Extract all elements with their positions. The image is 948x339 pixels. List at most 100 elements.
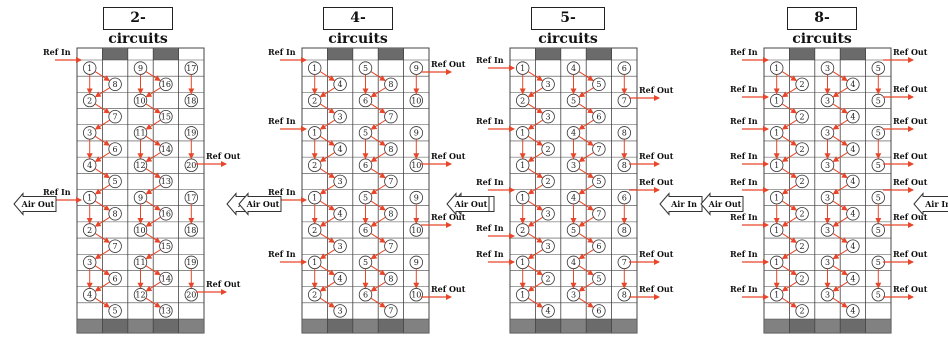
- tube-number: 4: [571, 64, 576, 73]
- tube-number: 10: [135, 226, 145, 235]
- tube-circle: [308, 190, 322, 205]
- tube-circle: [566, 61, 581, 75]
- ref-in-label: Ref In: [730, 249, 758, 259]
- tube-circle: [592, 239, 606, 253]
- tube-number: 3: [546, 210, 551, 219]
- refrigerant-arrow: [94, 281, 110, 292]
- tube-circle: [108, 142, 122, 156]
- refrigerant-arrow: [781, 103, 798, 114]
- tube-number: 4: [850, 210, 855, 219]
- tube-circle: [846, 239, 860, 253]
- tube-number: 8: [622, 129, 627, 138]
- tube-number: 5: [363, 64, 368, 73]
- header-block: [764, 319, 790, 333]
- refrigerant-arrow: [781, 249, 797, 260]
- tube-number: 2: [312, 291, 317, 300]
- tube-number: 16: [161, 210, 171, 219]
- refrigerant-arrow: [94, 184, 110, 195]
- tube-circle: [541, 174, 555, 189]
- tube-number: 1: [774, 129, 779, 138]
- refrigerant-arrow: [319, 265, 336, 276]
- tube-circle: [133, 61, 148, 75]
- tube-circle: [108, 207, 122, 221]
- refrigerant-arrow: [145, 297, 161, 308]
- ref-in-label: Ref In: [476, 223, 504, 233]
- refrigerant-arrow: [370, 297, 386, 308]
- refrigerant-arrow: [370, 103, 386, 114]
- tube-number: 4: [850, 80, 855, 89]
- tube-number: 3: [571, 291, 576, 300]
- refrigerant-arrow: [578, 200, 594, 211]
- tube-number: 2: [800, 307, 805, 316]
- refrigerant-arrow: [832, 281, 848, 292]
- tube-circle: [592, 142, 606, 156]
- tube-number: 9: [414, 64, 419, 73]
- tube-circle: [516, 61, 530, 75]
- header-block: [611, 319, 637, 333]
- tube-number: 5: [363, 129, 368, 138]
- refrigerant-arrow: [832, 168, 848, 179]
- refrigerant-arrow: [527, 71, 544, 82]
- refrigerant-arrow: [319, 71, 336, 82]
- refrigerant-arrow: [781, 87, 797, 98]
- refrigerant-arrow: [527, 249, 543, 260]
- header-block: [153, 319, 179, 333]
- tube-circle: [592, 174, 606, 189]
- refrigerant-arrow: [370, 184, 386, 195]
- refrigerant-arrow: [319, 103, 336, 114]
- tube-number: 6: [363, 96, 368, 105]
- header-block: [789, 48, 815, 60]
- tube-number: 3: [338, 307, 343, 316]
- tube-circle: [184, 255, 199, 270]
- header-block: [789, 319, 815, 333]
- refrigerant-arrow: [94, 249, 110, 260]
- ref-out-label: Ref Out: [893, 84, 928, 94]
- refrigerant-arrow: [319, 152, 335, 162]
- header-block: [378, 48, 404, 60]
- tube-number: 3: [825, 193, 830, 202]
- refrigerant-arrow: [370, 87, 386, 98]
- refrigerant-arrow: [578, 119, 594, 130]
- tube-circle: [384, 109, 398, 124]
- refrigerant-arrow: [319, 281, 335, 292]
- refrigerant-arrow: [94, 168, 111, 179]
- refrigerant-arrow: [527, 297, 544, 308]
- tube-number: 4: [850, 274, 855, 283]
- tube-circle: [795, 304, 809, 318]
- air-in-arrow: [913, 192, 948, 216]
- refrigerant-arrow: [781, 265, 798, 276]
- tube-circle: [184, 190, 199, 205]
- tube-number: 5: [876, 129, 881, 138]
- refrigerant-arrow: [832, 119, 848, 130]
- tube-number: 6: [596, 307, 601, 316]
- tube-circle: [133, 190, 148, 205]
- refrigerant-arrow: [527, 216, 543, 227]
- air-in-arrow-label: Air In: [670, 199, 697, 209]
- coil-panel: 1 9 178 162 10 187 153 11 196 144 12 205 131 9 178 162 1…: [13, 47, 270, 334]
- tube-number: 10: [411, 96, 421, 105]
- refrigerant-arrow: [370, 233, 386, 243]
- tube-circle: [566, 255, 581, 270]
- tube-circle: [384, 207, 398, 221]
- refrigerant-arrow: [527, 200, 544, 211]
- tube-number: 3: [825, 226, 830, 235]
- header-block: [586, 48, 612, 60]
- tube-number: 2: [800, 274, 805, 283]
- tube-number: 6: [113, 274, 118, 283]
- ref-out-label: Ref Out: [431, 284, 466, 294]
- tube-circle: [384, 77, 398, 91]
- ref-in-label: Ref In: [730, 177, 758, 187]
- tube-number: 2: [800, 177, 805, 186]
- tube-circle: [592, 271, 606, 286]
- tube-number: 2: [800, 80, 805, 89]
- header-block: [560, 319, 587, 333]
- tube-number: 3: [338, 242, 343, 251]
- refrigerant-arrow: [370, 265, 386, 276]
- tube-circle: [846, 77, 860, 91]
- tube-number: 4: [87, 291, 92, 300]
- tube-circle: [308, 255, 322, 270]
- refrigerant-arrow: [94, 233, 111, 243]
- header-block: [127, 319, 154, 333]
- refrigerant-arrow: [370, 135, 386, 146]
- refrigerant-arrow: [145, 233, 161, 243]
